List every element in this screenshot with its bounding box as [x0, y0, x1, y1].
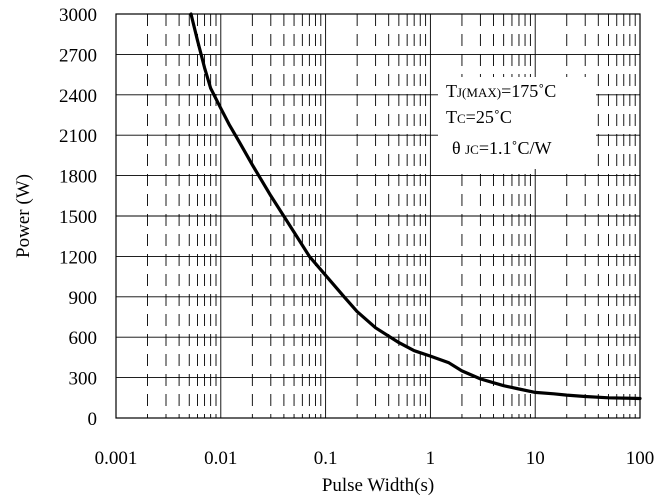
- annotation-line: TC=25˚C: [446, 107, 512, 127]
- x-tick-label: 0.1: [314, 448, 338, 469]
- y-tick-labels: 0 300 600 900 1200 1500 1800 2100 2400 2700 3000: [59, 5, 97, 430]
- y-tick-label: 0: [88, 409, 98, 430]
- y-tick-label: 1500: [59, 207, 97, 228]
- y-tick-label: 1200: [59, 247, 97, 268]
- annotation-line: TJ(MAX)=175˚C: [446, 81, 556, 101]
- y-tick-label: 900: [69, 288, 98, 309]
- y-tick-label: 2100: [59, 126, 97, 147]
- grid: [116, 14, 640, 418]
- annotation-background: [438, 77, 596, 169]
- annotation-block: TJ(MAX)=175˚C TC=25˚C θ JC=1.1˚C/W: [438, 77, 596, 169]
- y-tick-label: 1800: [59, 167, 97, 188]
- y-tick-label: 2700: [59, 45, 97, 66]
- x-tick-labels: 0.001 0.01 0.1 1 10 100: [95, 448, 655, 469]
- y-tick-label: 300: [69, 369, 98, 390]
- y-tick-label: 2400: [59, 86, 97, 107]
- x-tick-label: 100: [626, 448, 655, 469]
- x-axis-label: Pulse Width(s): [322, 475, 434, 496]
- x-tick-label: 0.01: [204, 448, 237, 469]
- annotation-line: θ JC=1.1˚C/W: [452, 138, 552, 158]
- x-tick-label: 10: [526, 448, 545, 469]
- series-line: [189, 12, 642, 401]
- y-tick-label: 3000: [59, 5, 97, 26]
- x-tick-label: 1: [426, 448, 436, 469]
- x-tick-label: 0.001: [95, 448, 138, 469]
- plot-frame: [115, 13, 641, 419]
- y-axis-label: Power (W): [13, 174, 34, 258]
- y-tick-label: 600: [69, 328, 98, 349]
